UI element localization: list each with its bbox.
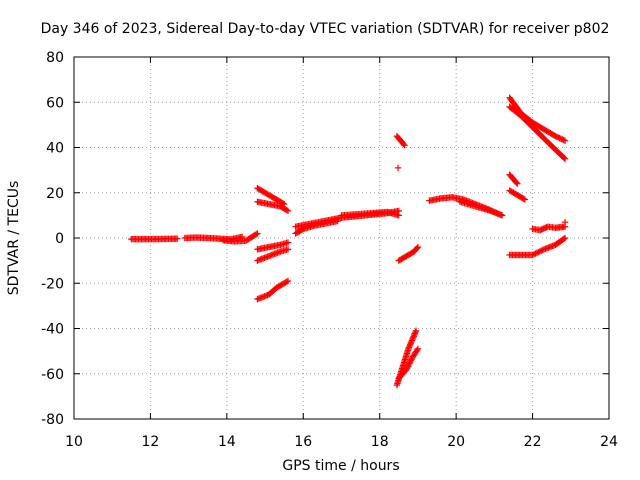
x-tick-label: 12 <box>142 434 160 450</box>
y-tick-label: -80 <box>41 412 64 428</box>
series-4 <box>254 198 292 215</box>
series-23 <box>529 223 569 234</box>
y-tick-label: -20 <box>41 276 64 292</box>
x-tick-label: 22 <box>524 434 542 450</box>
series-12 <box>393 132 408 149</box>
series-2 <box>219 230 261 245</box>
y-tick-label: 20 <box>46 186 64 202</box>
data-points <box>128 94 569 389</box>
x-tick-label: 18 <box>371 434 389 450</box>
series-18 <box>456 198 506 219</box>
x-tick-label: 20 <box>447 434 465 450</box>
series-11 <box>338 208 403 219</box>
series-25 <box>506 234 569 259</box>
series-0 <box>128 235 181 243</box>
series-24 <box>561 218 569 226</box>
y-tick-label: 60 <box>46 95 64 111</box>
y-tick-label: 0 <box>55 231 64 247</box>
x-tick-labels: 10 12 14 16 18 20 22 24 <box>65 434 618 450</box>
x-tick-label: 14 <box>218 434 236 450</box>
series-22 <box>506 103 569 163</box>
x-tick-label: 10 <box>65 434 83 450</box>
series-19 <box>506 171 521 187</box>
y-tick-label: 40 <box>46 141 64 157</box>
chart-title: Day 346 of 2023, Sidereal Day-to-day VTE… <box>41 21 610 37</box>
y-tick-labels: -80 -60 -40 -20 0 20 40 60 80 <box>41 50 64 428</box>
y-axis-label: SDTVAR / TECUs <box>6 181 22 296</box>
x-tick-label: 16 <box>294 434 312 450</box>
series-20 <box>506 187 529 203</box>
series-13 <box>394 164 402 172</box>
plot-frame <box>73 56 610 420</box>
series-16 <box>395 345 422 382</box>
series-5 <box>254 239 292 253</box>
y-tick-label: -40 <box>41 322 64 338</box>
series-14 <box>395 243 422 264</box>
x-tick-label: 24 <box>600 434 618 450</box>
series-6 <box>254 246 292 264</box>
y-tick-label: 80 <box>46 50 64 66</box>
y-tick-label: -60 <box>41 367 64 383</box>
series-7 <box>254 277 292 303</box>
x-axis-label: GPS time / hours <box>282 458 399 474</box>
